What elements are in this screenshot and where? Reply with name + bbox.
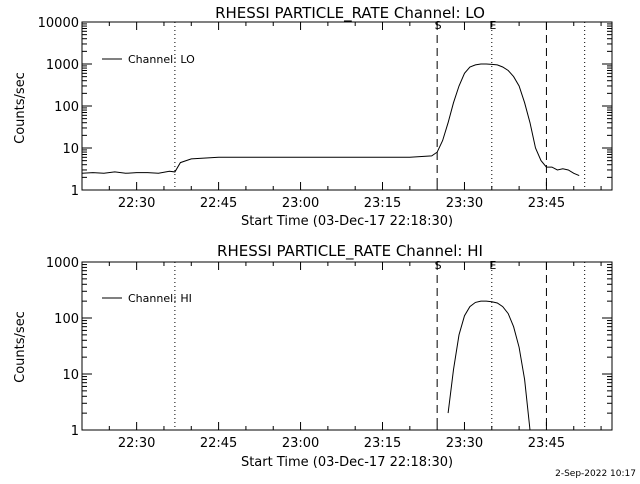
y-axis-label-hi: Counts/sec — [13, 311, 28, 383]
y-ticks-lo: 1 10 100 1000 10000 — [38, 16, 612, 199]
annotation-label: E — [489, 19, 496, 32]
series-line-lo — [81, 63, 580, 177]
x-ticks-hi: 22:30 22:45 23:00 23:15 23:30 23:45 — [81, 262, 602, 451]
y-tick-label: 1 — [71, 184, 79, 199]
x-tick-label: 23:00 — [282, 436, 319, 451]
chart-title-lo: RHESSI PARTICLE_RATE Channel: LO — [215, 4, 485, 23]
y-tick-label: 10 — [62, 142, 79, 157]
x-tick-label: 23:15 — [364, 436, 401, 451]
annotation-label: S — [435, 259, 442, 272]
hi-channel-panel: RHESSI PARTICLE_RATE Channel: HI Counts/… — [13, 242, 613, 470]
x-tick-label: 23:00 — [282, 196, 319, 211]
legend-label-hi: Channel: HI — [128, 292, 192, 305]
y-ticks-hi: 1 10 100 1000 — [46, 256, 612, 439]
x-tick-label: 23:30 — [446, 196, 483, 211]
x-tick-label: 22:30 — [118, 436, 155, 451]
y-tick-label: 1000 — [46, 256, 79, 271]
x-tick-label: 23:45 — [528, 196, 565, 211]
footer-timestamp: 2-Sep-2022 10:17 — [555, 469, 636, 479]
plot-frame-lo — [81, 21, 613, 191]
x-axis-label-hi: Start Time (03-Dec-17 22:18:30) — [241, 455, 453, 470]
legend-label-lo: Channel: LO — [128, 53, 195, 66]
x-tick-label: 22:30 — [118, 196, 155, 211]
lo-channel-panel: RHESSI PARTICLE_RATE Channel: LO Counts/… — [13, 4, 613, 229]
y-tick-label: 1 — [71, 424, 79, 439]
x-axis-label-lo: Start Time (03-Dec-17 22:18:30) — [241, 214, 453, 229]
y-tick-label: 100 — [54, 312, 79, 327]
y-tick-label: 10000 — [38, 16, 79, 31]
y-tick-label: 1000 — [46, 58, 79, 73]
series-line-hi — [447, 300, 531, 431]
annotation-label: S — [435, 19, 442, 32]
chart-title-hi: RHESSI PARTICLE_RATE Channel: HI — [217, 242, 483, 261]
x-ticks-lo: 22:30 22:45 23:00 23:15 23:30 23:45 — [81, 22, 602, 211]
x-tick-label: 23:45 — [528, 436, 565, 451]
y-tick-label: 100 — [54, 100, 79, 115]
plot-frame-hi — [81, 261, 613, 431]
y-tick-label: 10 — [62, 368, 79, 383]
x-tick-label: 23:30 — [446, 436, 483, 451]
annotation-label: E — [489, 259, 496, 272]
y-axis-label-lo: Counts/sec — [13, 72, 28, 144]
x-tick-label: 22:45 — [200, 196, 237, 211]
x-tick-label: 22:45 — [200, 436, 237, 451]
x-tick-label: 23:15 — [364, 196, 401, 211]
